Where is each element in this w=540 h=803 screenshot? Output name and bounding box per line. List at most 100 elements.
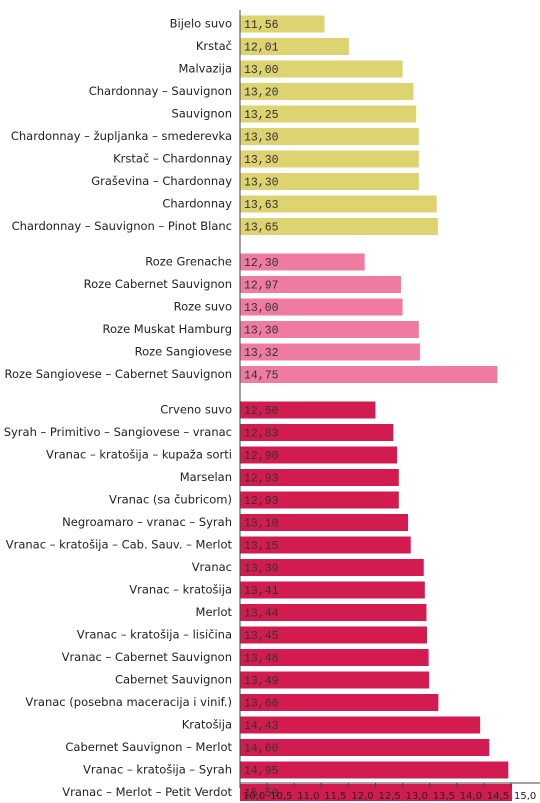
category-label: Vranac – kratošija xyxy=(129,583,232,597)
category-label: Roze Sangiovese xyxy=(135,345,232,359)
category-label: Roze suvo xyxy=(174,300,232,314)
bar xyxy=(240,581,425,599)
value-label: 12,97 xyxy=(244,280,279,293)
bar xyxy=(240,649,429,666)
value-label: 12,93 xyxy=(244,495,279,508)
bar xyxy=(240,536,411,554)
value-label: 14,60 xyxy=(244,743,279,756)
category-label: Vranac xyxy=(192,560,232,574)
category-label: Roze Muskat Hamburg xyxy=(103,322,232,336)
category-label: Vranac – kratošija – Syrah xyxy=(83,763,232,777)
value-label: 13,25 xyxy=(244,109,279,122)
x-tick-label: 11,0 xyxy=(297,791,319,802)
bar xyxy=(240,401,376,419)
bar xyxy=(240,195,437,213)
bar xyxy=(240,15,325,33)
value-label: 13,66 xyxy=(244,698,279,711)
x-tick-label: 10,0 xyxy=(243,791,265,802)
bar xyxy=(240,366,498,383)
category-label: Vranac – Cabernet Sauvignon xyxy=(62,650,232,664)
value-label: 13,49 xyxy=(244,675,279,688)
bar xyxy=(240,739,490,756)
bar xyxy=(240,626,427,644)
category-label: Marselan xyxy=(180,470,232,484)
category-label: Vranac – kratošija – kupaža sorti xyxy=(46,448,232,462)
bar xyxy=(240,514,409,531)
bar xyxy=(240,469,399,486)
category-label: Vranac (sa čubricom) xyxy=(109,493,232,507)
value-label: 13,30 xyxy=(244,154,279,167)
value-label: 13,00 xyxy=(244,302,279,315)
bar xyxy=(240,604,427,621)
value-label: 13,10 xyxy=(244,518,279,531)
category-label: Sauvignon xyxy=(171,107,232,121)
category-label: Cabernet Sauvignon xyxy=(115,673,232,687)
bar xyxy=(240,321,419,338)
bar xyxy=(240,218,438,235)
category-label: Chardonnay – Sauvignon xyxy=(89,84,232,98)
value-label: 13,20 xyxy=(244,87,279,100)
value-label: 13,41 xyxy=(244,585,279,598)
category-label: Crveno suvo xyxy=(160,403,232,417)
x-tick-label: 13,0 xyxy=(406,791,428,802)
category-label: Roze Cabernet Sauvignon xyxy=(84,277,232,291)
category-label: Vranac – kratošija – Cab. Sauv. – Merlot xyxy=(6,538,233,552)
bar xyxy=(240,671,430,689)
category-label: Kratošija xyxy=(182,718,232,732)
value-label: 11,56 xyxy=(244,19,279,32)
x-tick-label: 15,0 xyxy=(514,791,536,802)
category-label: Negroamaro – vranac – Syrah xyxy=(62,515,232,529)
value-label: 12,50 xyxy=(244,405,279,418)
bar xyxy=(240,150,419,168)
category-label: Vranac – kratošija – lisičina xyxy=(77,628,232,642)
value-label: 13,44 xyxy=(244,608,279,621)
bar xyxy=(240,83,414,100)
bar xyxy=(240,491,399,509)
bar xyxy=(240,60,403,78)
bar xyxy=(240,38,349,55)
bar xyxy=(240,761,509,779)
x-tick-label: 12,5 xyxy=(379,791,401,802)
bar xyxy=(240,424,394,441)
value-label: 13,48 xyxy=(244,653,279,666)
bar xyxy=(240,716,481,734)
x-tick-label: 11,5 xyxy=(324,791,346,802)
bar xyxy=(240,559,424,576)
bar xyxy=(240,784,512,801)
category-label: Bijelo suvo xyxy=(170,17,232,31)
value-label: 14,43 xyxy=(244,720,279,733)
x-tick-label: 13,5 xyxy=(433,791,455,802)
value-label: 14,75 xyxy=(244,370,279,383)
category-label: Cabernet Sauvignon – Merlot xyxy=(65,740,232,754)
value-label: 13,63 xyxy=(244,199,279,212)
bar xyxy=(240,173,419,190)
value-label: 12,90 xyxy=(244,450,279,463)
value-label: 14,95 xyxy=(244,765,279,778)
category-label: Vranac (posebna maceracija i vinif.) xyxy=(25,695,232,709)
x-tick-label: 10,5 xyxy=(270,791,292,802)
value-label: 13,39 xyxy=(244,563,279,576)
value-label: 13,65 xyxy=(244,222,279,235)
bar xyxy=(240,298,403,316)
value-label: 12,83 xyxy=(244,428,279,441)
category-label: Krstač xyxy=(196,39,232,53)
category-label: Vranac – Merlot – Petit Verdot xyxy=(62,785,232,799)
value-label: 15,50 xyxy=(244,788,279,801)
category-label: Syrah – Primitivo – Sangiovese – vranac xyxy=(4,425,232,439)
value-label: 12,93 xyxy=(244,473,279,486)
category-label: Krstač – Chardonnay xyxy=(113,152,232,166)
value-label: 13,00 xyxy=(244,64,279,77)
value-label: 12,30 xyxy=(244,257,279,270)
category-label: Chardonnay – Sauvignon – Pinot Blanc xyxy=(12,219,232,233)
value-label: 13,30 xyxy=(244,132,279,145)
value-label: 13,45 xyxy=(244,630,279,643)
bar xyxy=(240,694,439,711)
category-label: Roze Sangiovese – Cabernet Sauvignon xyxy=(4,367,232,381)
bar xyxy=(240,105,417,123)
category-label: Merlot xyxy=(196,605,233,619)
value-label: 12,01 xyxy=(244,42,279,55)
category-label: Malvazija xyxy=(179,62,233,76)
value-label: 13,15 xyxy=(244,540,279,553)
x-tick-label: 14,0 xyxy=(460,791,482,802)
